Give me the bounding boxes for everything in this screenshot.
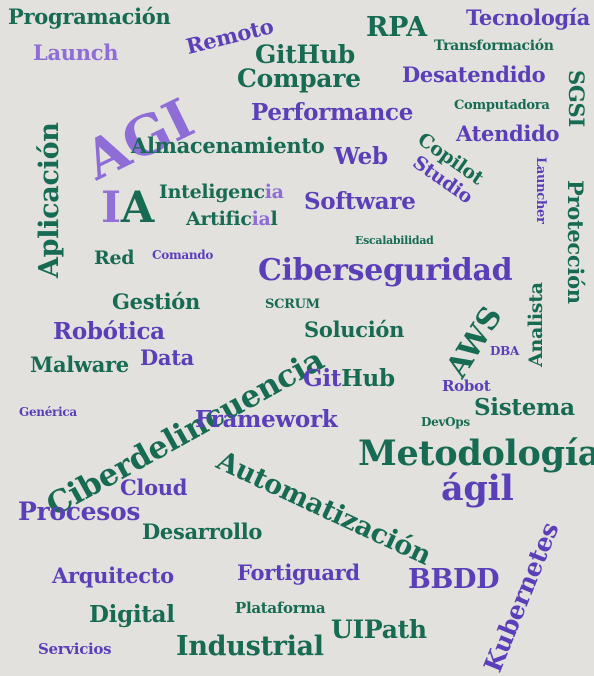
word-aws: AWS <box>439 300 510 384</box>
word-robot: Robot <box>442 377 491 395</box>
word-kubernetes: Kubernetes <box>478 518 565 676</box>
word-artificial: Artificial <box>186 208 278 230</box>
word-bbdd: BBDD <box>408 564 500 595</box>
word-dba: DBA <box>490 344 519 358</box>
word-sgsi: SGSI <box>564 70 589 127</box>
word-tecnologia: Tecnología <box>466 5 590 30</box>
word-github: GitHub <box>303 365 395 392</box>
word-rpa: RPA <box>366 12 427 43</box>
word-malware: Malware <box>30 352 129 377</box>
word-desatendido: Desatendido <box>402 62 546 87</box>
word-desarrollo: Desarrollo <box>142 519 263 544</box>
word-aplicacion: Aplicación <box>34 122 65 278</box>
word-framework: Framework <box>195 406 338 433</box>
word-generica: Genérica <box>19 405 77 419</box>
word-analista: Analista <box>525 282 547 367</box>
word-gestion: Gestión <box>112 289 200 314</box>
word-web: Web <box>334 143 388 170</box>
word-digital: Digital <box>89 601 175 628</box>
word-arquitecto: Arquitecto <box>52 563 174 588</box>
word-performance: Performance <box>251 99 414 126</box>
word-comando: Comando <box>152 248 214 262</box>
word-agil: ágil <box>441 468 514 509</box>
word-plataforma: Plataforma <box>235 599 326 617</box>
word-proteccion: Protección <box>563 180 588 304</box>
word-github-compare-1: GitHub <box>255 40 355 69</box>
word-ciberseguridad: Ciberseguridad <box>258 253 513 288</box>
word-fortiguard: Fortiguard <box>237 560 360 585</box>
word-inteligencia: Inteligencia <box>159 181 284 203</box>
word-red: Red <box>94 247 135 269</box>
word-almacenamiento: Almacenamiento <box>131 133 325 158</box>
word-robotica: Robótica <box>53 318 165 345</box>
word-software: Software <box>304 188 416 215</box>
word-launch: Launch <box>33 40 119 65</box>
word-procesos: Procesos <box>18 497 141 526</box>
word-solucion: Solución <box>304 317 405 342</box>
word-metodologia: Metodología <box>358 433 594 474</box>
word-github-compare-2: Compare <box>237 64 361 93</box>
word-launcher: Launcher <box>533 157 548 224</box>
word-transformacion: Transformación <box>434 38 554 54</box>
word-escalabilidad: Escalabilidad <box>355 234 434 247</box>
word-ia: IA <box>101 183 154 233</box>
word-sistema: Sistema <box>474 394 575 421</box>
word-servicios: Servicios <box>38 640 112 658</box>
word-computadora: Computadora <box>454 98 550 113</box>
word-devops: DevOps <box>421 415 470 429</box>
word-scrum: SCRUM <box>265 297 320 312</box>
word-industrial: Industrial <box>176 631 324 662</box>
word-atendido: Atendido <box>456 121 560 146</box>
word-cloud: Cloud <box>120 475 188 500</box>
word-data: Data <box>140 345 194 370</box>
word-programacion: Programación <box>8 4 171 29</box>
word-uipath: UIPath <box>331 615 427 644</box>
